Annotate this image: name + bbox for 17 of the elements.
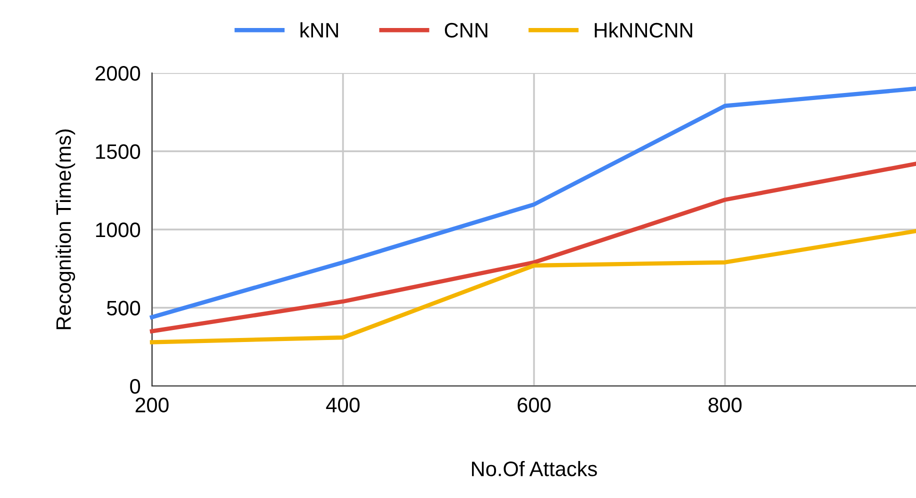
legend-label: kNN: [300, 22, 338, 38]
line-series: [150, 162, 916, 334]
y-tick-label: 2000: [96, 66, 140, 81]
line-series: [150, 86, 916, 320]
y-tick-label: 500: [106, 300, 140, 316]
x-tick-label: 800: [708, 398, 742, 412]
y-axis-title: Recognition Time(ms): [56, 129, 76, 330]
y-tick-label: 0: [130, 379, 140, 394]
x-tick-label: 600: [518, 398, 551, 412]
y-tick-label: 1000: [96, 222, 140, 238]
line-series: [150, 228, 916, 344]
legend-label: CNN: [444, 22, 488, 38]
x-tick-label: 200: [136, 398, 169, 412]
y-tick-label: 1500: [96, 144, 140, 160]
x-tick-label: 400: [326, 398, 360, 412]
legend-label: HkNNCNN: [594, 22, 692, 38]
x-axis-title: No.Of Attacks: [472, 460, 597, 476]
